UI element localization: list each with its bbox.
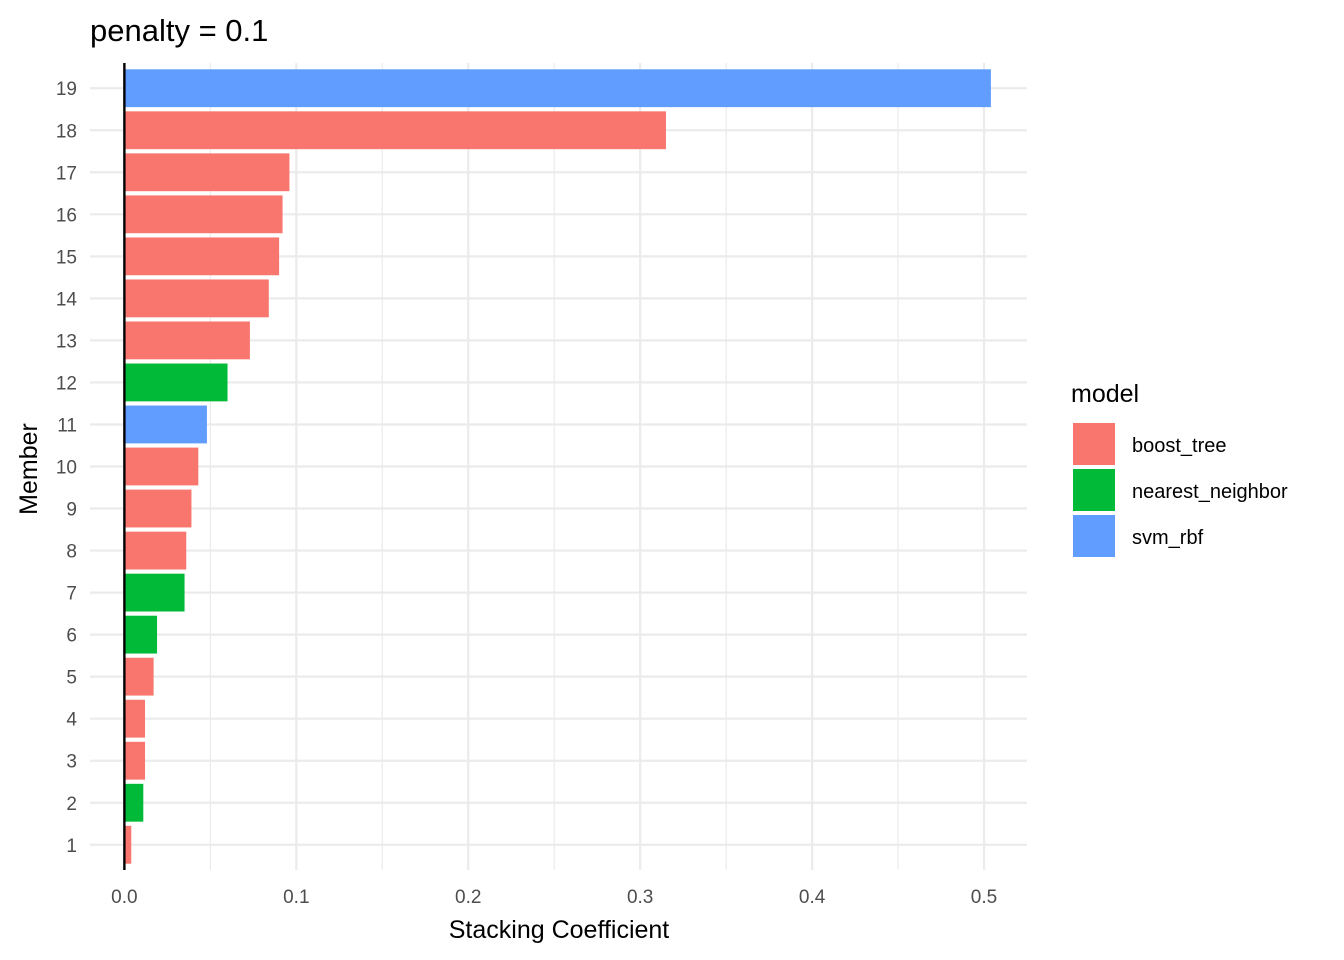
- x-tick-label: 0.5: [971, 887, 997, 908]
- y-tick-label: 1: [66, 836, 77, 857]
- x-axis-title: Stacking Coefficient: [449, 916, 670, 944]
- y-tick-label: 18: [56, 121, 77, 142]
- y-tick-label: 10: [56, 458, 77, 479]
- bar-member-3: [124, 741, 146, 780]
- y-tick-label: 17: [56, 163, 77, 184]
- bar-member-11: [124, 405, 207, 444]
- bar-member-4: [124, 699, 146, 738]
- y-tick-label: 15: [56, 247, 77, 268]
- bar-member-9: [124, 489, 192, 528]
- y-tick-label: 16: [56, 205, 77, 226]
- chart-title: penalty = 0.1: [90, 13, 268, 48]
- y-tick-label: 11: [57, 415, 77, 436]
- bar-member-10: [124, 447, 199, 486]
- bar-member-12: [124, 363, 228, 402]
- bar-member-19: [124, 69, 991, 108]
- y-tick-label: 14: [56, 289, 78, 310]
- y-tick-label: 13: [56, 331, 77, 352]
- bar-member-13: [124, 321, 250, 360]
- legend: model boost_tree nearest_neighbor svm_rbf: [1071, 380, 1288, 557]
- legend-title: model: [1071, 380, 1139, 408]
- x-tick-labels: 0.0 0.1 0.2 0.3 0.4 0.5: [111, 887, 997, 908]
- y-tick-label: 19: [56, 79, 77, 100]
- legend-label: svm_rbf: [1132, 527, 1204, 549]
- legend-label: nearest_neighbor: [1132, 481, 1288, 503]
- x-tick-label: 0.0: [111, 887, 137, 908]
- y-tick-label: 7: [66, 584, 77, 605]
- legend-key-nearest-neighbor: [1073, 469, 1115, 511]
- bar-member-14: [124, 279, 269, 318]
- bars: [124, 69, 991, 864]
- x-tick-label: 0.2: [455, 887, 481, 908]
- y-axis-title: Member: [15, 423, 43, 515]
- bar-member-2: [124, 783, 144, 822]
- bar-member-6: [124, 615, 158, 654]
- y-tick-label: 6: [66, 626, 77, 647]
- legend-key-boost-tree: [1073, 423, 1115, 465]
- bar-member-18: [124, 111, 666, 150]
- bar-member-1: [124, 825, 132, 864]
- bar-member-8: [124, 531, 187, 570]
- y-tick-label: 9: [66, 500, 77, 521]
- bar-member-15: [124, 237, 280, 276]
- y-tick-label: 12: [56, 373, 77, 394]
- y-tick-label: 4: [66, 710, 77, 731]
- x-tick-label: 0.3: [627, 887, 653, 908]
- x-tick-label: 0.1: [283, 887, 309, 908]
- x-tick-label: 0.4: [799, 887, 826, 908]
- bar-member-5: [124, 657, 154, 696]
- bar-member-16: [124, 195, 283, 234]
- bar-member-17: [124, 153, 290, 192]
- legend-key-svm-rbf: [1073, 515, 1115, 557]
- bar-member-7: [124, 573, 185, 612]
- legend-label: boost_tree: [1132, 435, 1227, 457]
- y-tick-label: 5: [66, 668, 77, 689]
- y-tick-label: 3: [66, 752, 77, 773]
- y-tick-label: 2: [66, 794, 77, 815]
- y-tick-label: 8: [66, 542, 77, 563]
